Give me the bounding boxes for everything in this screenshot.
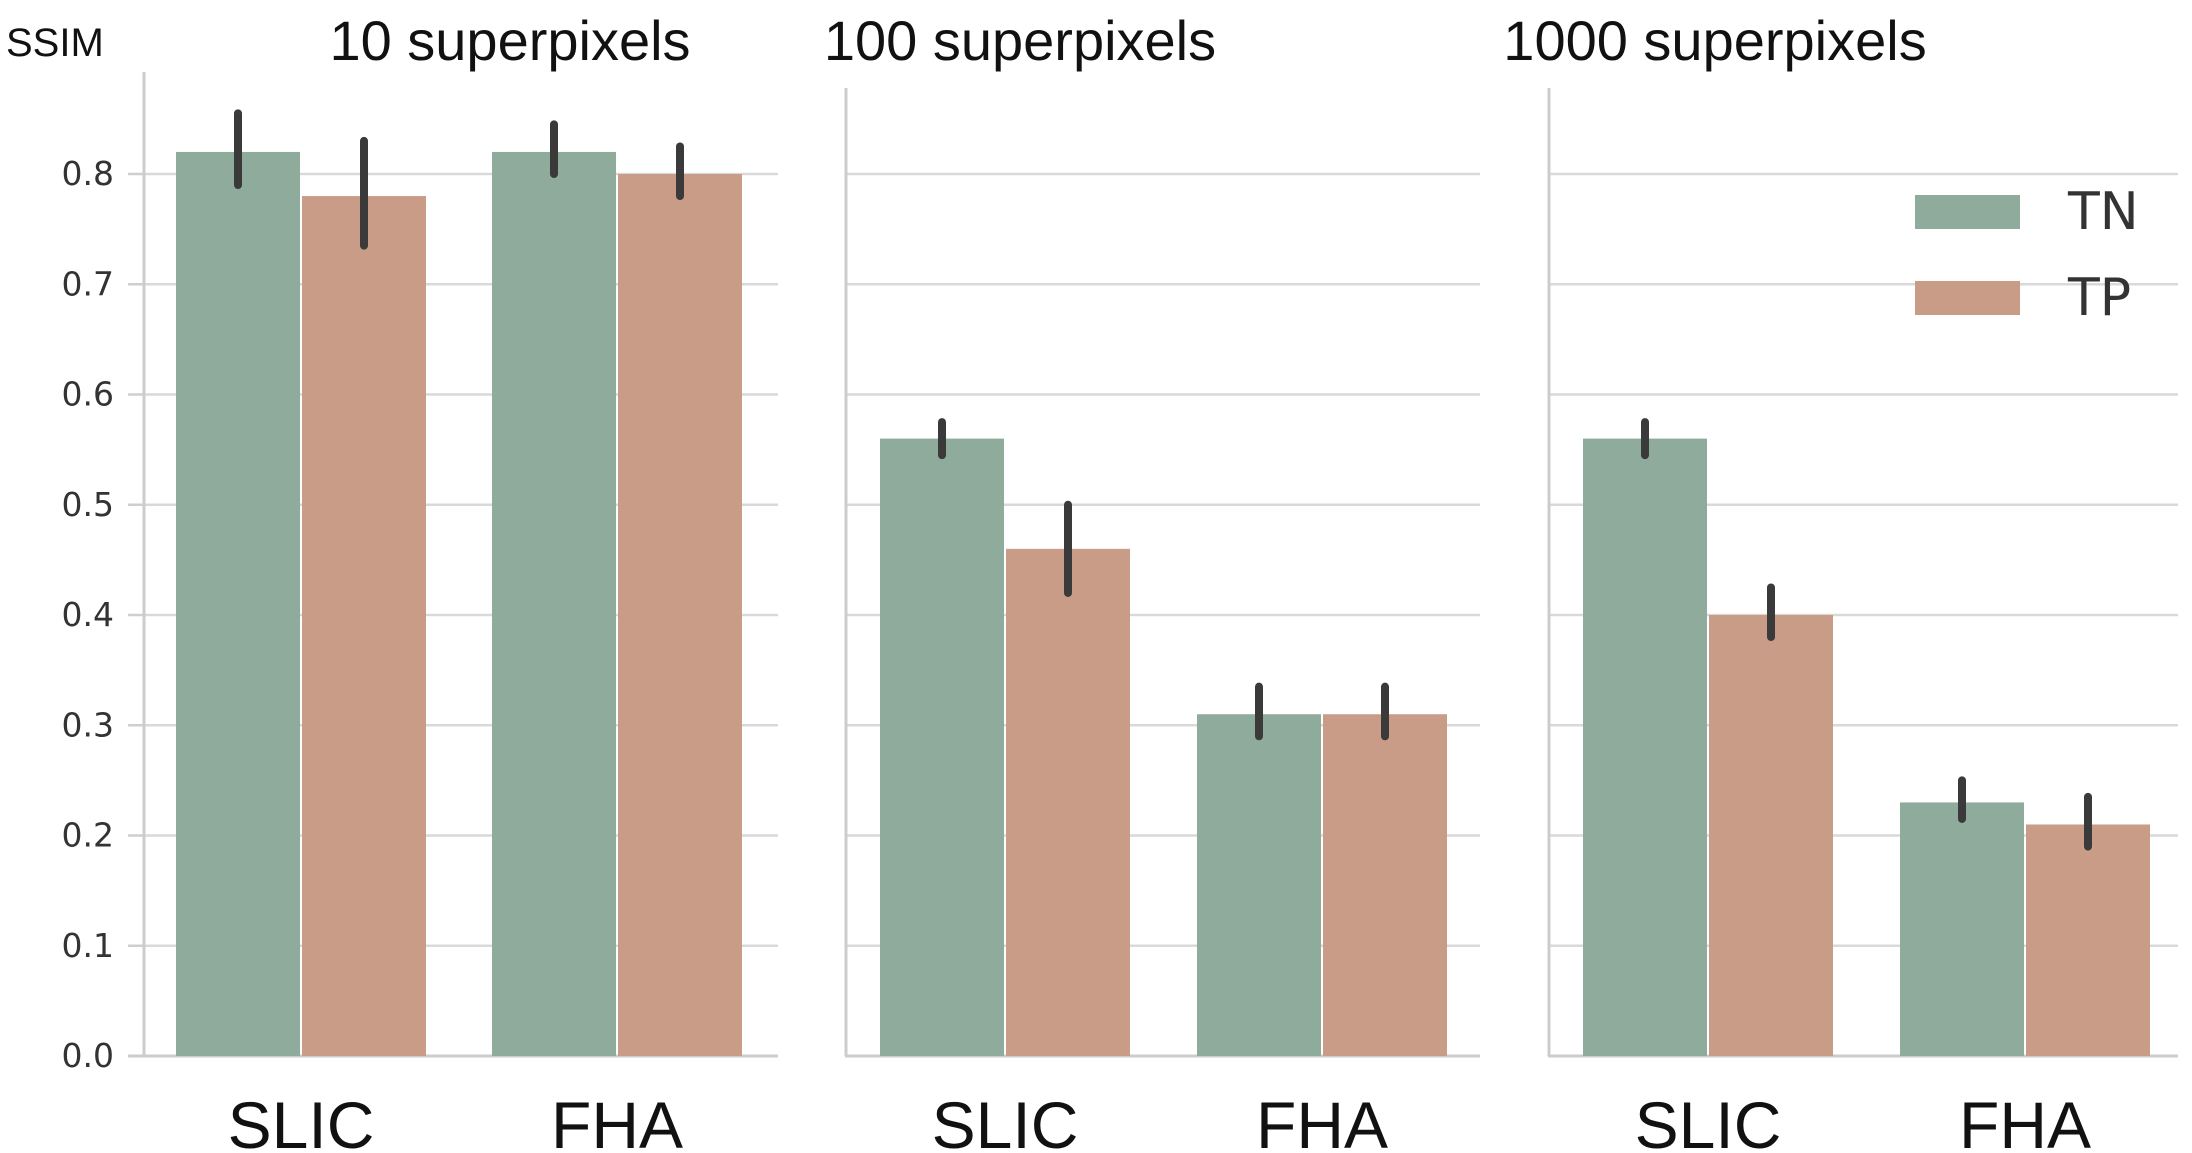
legend-swatch-tn	[1915, 195, 2020, 229]
y-tick-label: 0.3	[62, 705, 114, 744]
bar-tn-slic	[880, 438, 1004, 1057]
panel-title: 100 superpixels	[824, 9, 1216, 72]
bar-tn-slic	[176, 151, 300, 1056]
panel-title: 1000 superpixels	[1503, 9, 1926, 72]
bar-tp-fha	[1323, 714, 1447, 1056]
legend-swatch-tp	[1915, 281, 2020, 315]
bar-tp-fha	[2026, 824, 2150, 1056]
y-tick-label: 0.0	[62, 1036, 114, 1075]
y-tick-label: 0.8	[62, 154, 114, 193]
bar-tn-fha	[492, 151, 616, 1056]
y-axis-label: SSIM	[6, 21, 104, 65]
y-tick-label: 0.1	[62, 926, 114, 965]
bar-tp-slic	[302, 196, 426, 1057]
x-tick-label: SLIC	[1635, 1088, 1782, 1153]
x-tick-label: SLIC	[228, 1088, 375, 1153]
x-tick-label: FHA	[551, 1088, 683, 1153]
legend-label: TN	[2067, 182, 2139, 242]
panel-title: 10 superpixels	[329, 9, 690, 72]
bar-tp-fha	[618, 174, 742, 1056]
y-tick-label: 0.2	[62, 816, 114, 855]
y-tick-label: 0.7	[62, 264, 114, 303]
bar-tn-fha	[1900, 802, 2024, 1056]
x-tick-label: FHA	[1959, 1088, 2091, 1153]
bar-tn-slic	[1583, 438, 1707, 1057]
bar-tp-slic	[1709, 615, 1833, 1056]
y-tick-label: 0.4	[62, 595, 114, 634]
y-tick-label: 0.5	[62, 485, 114, 524]
x-tick-label: FHA	[1256, 1088, 1388, 1153]
x-tick-label: SLIC	[932, 1088, 1079, 1153]
bar-tp-slic	[1006, 548, 1130, 1056]
bar-tn-fha	[1197, 714, 1321, 1056]
y-tick-label: 0.6	[62, 375, 114, 414]
legend-label: TP	[2067, 268, 2131, 328]
